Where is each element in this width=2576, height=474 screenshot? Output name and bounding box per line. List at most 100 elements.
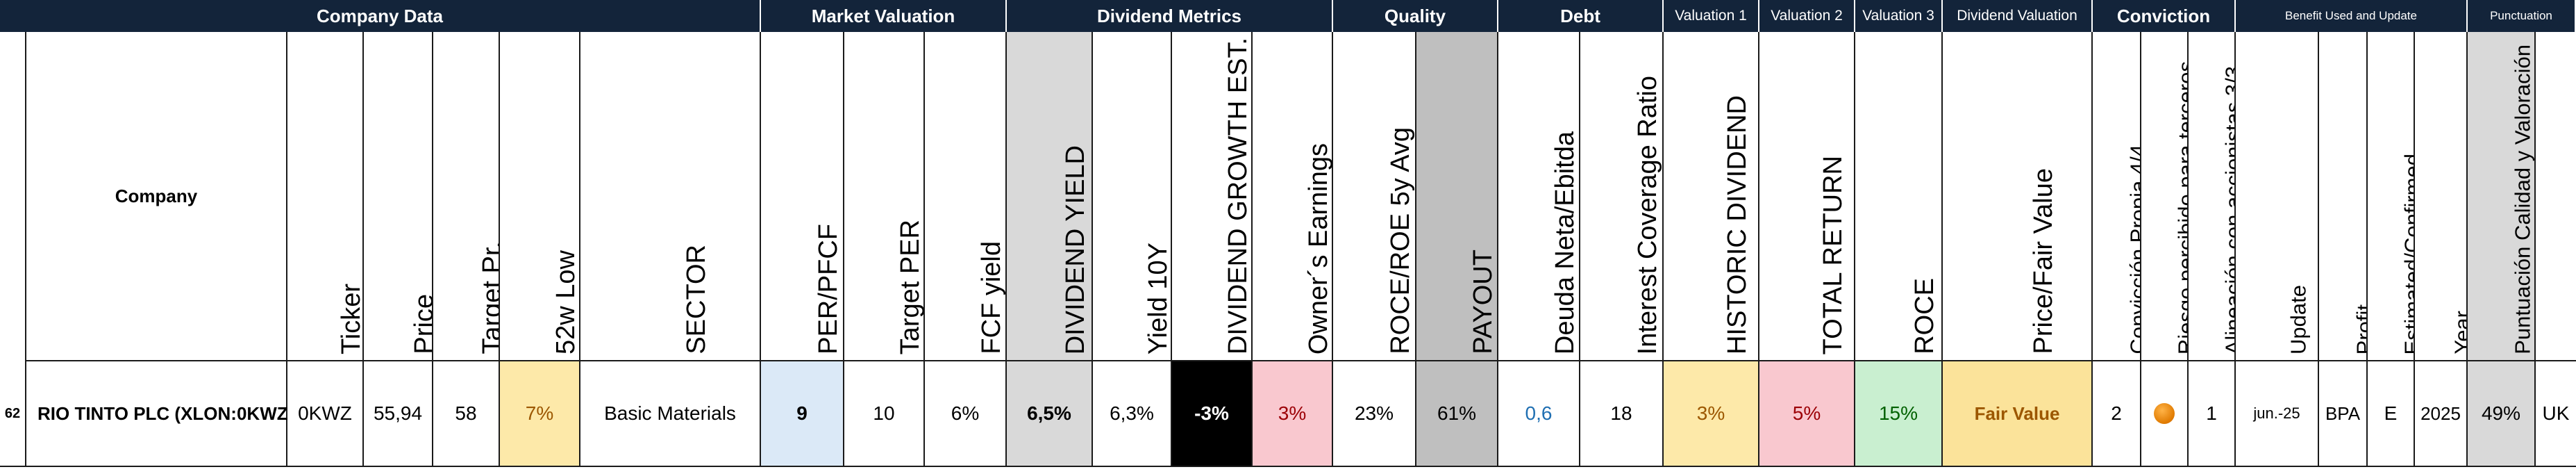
cell-interest-coverage[interactable]: 18 <box>1580 361 1664 467</box>
header-conviccion-propia[interactable]: Convicción Propia 4/4 <box>2093 32 2141 361</box>
orange-dot-icon <box>2154 403 2175 424</box>
header-sector[interactable]: SECTOR <box>580 32 761 361</box>
header-interest-coverage[interactable]: Interest Coverage Ratio <box>1580 32 1664 361</box>
header-dividend-yield[interactable]: DIVIDEND YIELD <box>1007 32 1093 361</box>
header-yield-10y[interactable]: Yield 10Y <box>1093 32 1172 361</box>
header-total-return[interactable]: TOTAL RETURN <box>1759 32 1855 361</box>
header-total-return-label: TOTAL RETURN <box>1818 155 1848 354</box>
header-price[interactable]: Price <box>364 32 433 361</box>
header-profit[interactable]: Profit <box>2319 32 2368 361</box>
cell-price-fair-value[interactable]: Fair Value <box>1943 361 2093 467</box>
group-quality: Quality <box>1333 0 1498 32</box>
cell-target-per[interactable]: 10 <box>844 361 925 467</box>
header-price-fair-value[interactable]: Price/Fair Value <box>1943 32 2093 361</box>
header-52w-low-label: 52w Low <box>551 250 580 354</box>
header-roce[interactable]: ROCE <box>1855 32 1943 361</box>
header-fcf-yield-label: FCF yield <box>977 241 1006 354</box>
cell-fcf-yield[interactable]: 6% <box>925 361 1007 467</box>
header-year[interactable]: Year <box>2415 32 2468 361</box>
cell-ticker[interactable]: 0KWZ <box>287 361 364 467</box>
header-per-pfcf-label: PER/PFCF <box>814 224 843 354</box>
header-dividend-growth-label: DIVIDEND GROWTH EST. <box>1223 37 1253 354</box>
header-52w-low[interactable]: 52w Low <box>500 32 580 361</box>
cell-riesgo[interactable] <box>2141 361 2189 467</box>
header-dividend-yield-label: DIVIDEND YIELD <box>1061 145 1090 354</box>
group-conviction: Conviction <box>2093 0 2236 32</box>
cell-deuda[interactable]: 0,6 <box>1498 361 1580 467</box>
header-alineacion[interactable]: Alineación con accionistas 3/3 <box>2189 32 2236 361</box>
header-riesgo-label: Riesgo percibido para terceros <box>2173 60 2189 354</box>
header-price-fair-value-label: Price/Fair Value <box>2029 168 2058 354</box>
cell-roce[interactable]: 15% <box>1855 361 1943 467</box>
header-fcf-yield[interactable]: FCF yield <box>925 32 1007 361</box>
header-update-label: Update <box>2286 285 2311 354</box>
cell-price[interactable]: 55,94 <box>364 361 433 467</box>
cell-per-pfcf[interactable]: 9 <box>761 361 844 467</box>
header-conviccion-propia-label: Convicción Propia 4/4 <box>2125 145 2141 354</box>
header-estimated-confirmed[interactable]: Estimated/Confirmed <box>2368 32 2415 361</box>
cell-roce-roe[interactable]: 23% <box>1333 361 1416 467</box>
header-update[interactable]: Update <box>2236 32 2319 361</box>
cell-year[interactable]: 2025 <box>2415 361 2468 467</box>
cell-profit[interactable]: BPA <box>2319 361 2368 467</box>
header-target-pr-label: Target Pr. <box>478 241 500 354</box>
header-price-label: Price <box>410 294 433 354</box>
row-number-column <box>0 32 26 467</box>
header-historic-dividend-label: HISTORIC DIVIDEND <box>1723 95 1752 354</box>
header-company-label: Company <box>115 185 198 206</box>
cell-puntuacion[interactable]: 49% <box>2468 361 2536 467</box>
header-roce-label: ROCE <box>1910 278 1939 354</box>
group-benefit: Benefit Used and Update <box>2236 0 2468 32</box>
header-riesgo[interactable]: Riesgo percibido para terceros <box>2141 32 2189 361</box>
cell-sector[interactable]: Basic Materials <box>580 361 761 467</box>
header-per-pfcf[interactable]: PER/PFCF <box>761 32 844 361</box>
header-dividend-growth[interactable]: DIVIDEND GROWTH EST. <box>1172 32 1253 361</box>
group-valuation1: Valuation 1 <box>1664 0 1759 32</box>
header-target-per-label: Target PER <box>896 219 925 354</box>
cell-update[interactable]: jun.-25 <box>2236 361 2319 467</box>
header-ticker[interactable]: Ticker <box>287 32 364 361</box>
group-debt: Debt <box>1498 0 1664 32</box>
cell-company[interactable]: RIO TINTO PLC (XLON:0KWZ) <box>26 361 294 467</box>
header-company[interactable]: Company <box>26 32 287 361</box>
cell-historic-dividend[interactable]: 3% <box>1664 361 1759 467</box>
header-estimated-confirmed-label: Estimated/Confirmed <box>2400 153 2415 354</box>
cell-owners-earnings[interactable]: 3% <box>1253 361 1333 467</box>
header-puntuacion[interactable]: Puntuación Calidad y Valoración <box>2468 32 2536 361</box>
company-name: RIO TINTO PLC (XLON:0KWZ) <box>37 402 294 424</box>
header-historic-dividend[interactable]: HISTORIC DIVIDEND <box>1664 32 1759 361</box>
header-country <box>2536 32 2576 361</box>
cell-target-pr[interactable]: 58 <box>433 361 500 467</box>
cell-dividend-growth[interactable]: -3% <box>1172 361 1253 467</box>
header-owners-earnings[interactable]: Owner´s Earnings <box>1253 32 1333 361</box>
cell-yield-10y[interactable]: 6,3% <box>1093 361 1172 467</box>
cell-conviccion-propia[interactable]: 2 <box>2093 361 2141 467</box>
below-row-area <box>0 467 2576 474</box>
group-dividend-valuation: Dividend Valuation <box>1943 0 2093 32</box>
cell-52w-low[interactable]: 7% <box>500 361 580 467</box>
cell-total-return[interactable]: 5% <box>1759 361 1855 467</box>
header-roce-roe-label: ROCE/ROE 5y Avg <box>1386 127 1415 354</box>
header-interest-coverage-label: Interest Coverage Ratio <box>1633 75 1662 354</box>
header-puntuacion-label: Puntuación Calidad y Valoración <box>2510 44 2535 354</box>
header-deuda-label: Deuda Neta/Ebitda <box>1550 131 1580 354</box>
header-roce-roe[interactable]: ROCE/ROE 5y Avg <box>1333 32 1416 361</box>
cell-dividend-yield[interactable]: 6,5% <box>1007 361 1093 467</box>
header-target-pr[interactable]: Target Pr. <box>433 32 500 361</box>
cell-country[interactable]: UK <box>2536 361 2576 467</box>
header-ticker-label: Ticker <box>337 283 364 354</box>
header-sector-label: SECTOR <box>682 245 711 354</box>
header-deuda[interactable]: Deuda Neta/Ebitda <box>1498 32 1580 361</box>
header-payout[interactable]: PAYOUT <box>1416 32 1498 361</box>
header-yield-10y-label: Yield 10Y <box>1144 242 1172 354</box>
header-profit-label: Profit <box>2352 304 2368 354</box>
header-alineacion-label: Alineación con accionistas 3/3 <box>2220 65 2236 354</box>
cell-payout[interactable]: 61% <box>1416 361 1498 467</box>
header-owners-earnings-label: Owner´s Earnings <box>1304 142 1333 354</box>
cell-estimated-confirmed[interactable]: E <box>2368 361 2415 467</box>
header-target-per[interactable]: Target PER <box>844 32 925 361</box>
group-market-valuation: Market Valuation <box>761 0 1007 32</box>
row-index: 62 <box>0 361 26 467</box>
cell-alineacion[interactable]: 1 <box>2189 361 2236 467</box>
